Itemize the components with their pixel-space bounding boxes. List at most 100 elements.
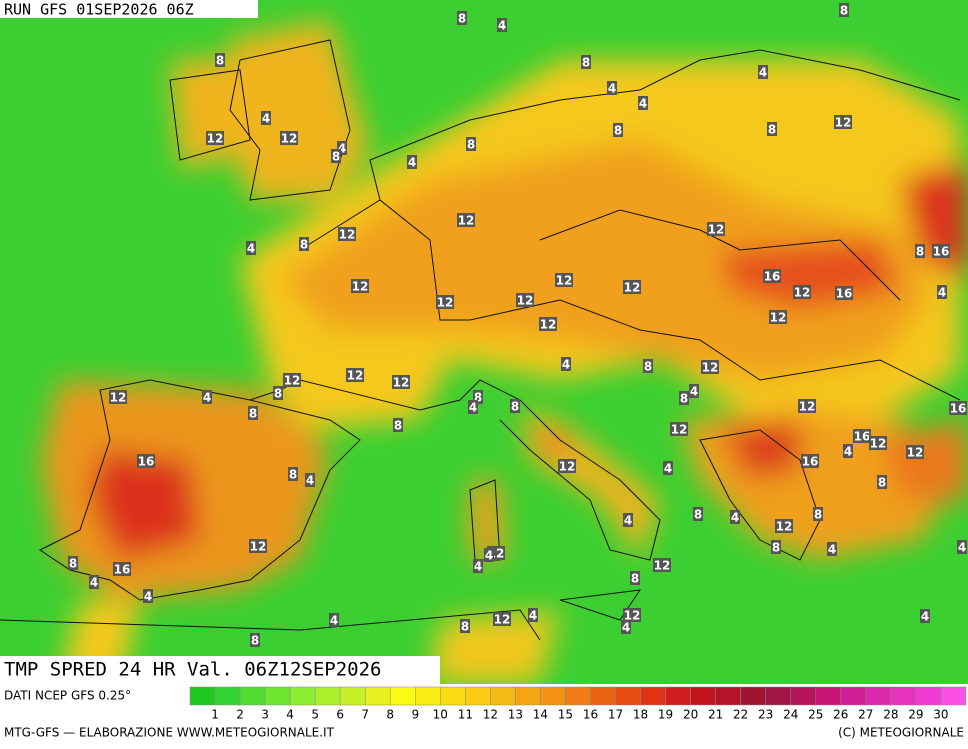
contour-label-box (329, 613, 339, 627)
scale-cell (339, 686, 366, 706)
contour-label-box (460, 619, 470, 633)
contour-label: 16 (836, 287, 853, 301)
contour-label: 12 (559, 460, 576, 474)
contour-label: 12 (870, 437, 887, 451)
contour-label: 8 (916, 245, 924, 259)
contour-label-box (920, 609, 930, 623)
contour-label-box (249, 539, 267, 553)
contour-label: 8 (644, 360, 652, 374)
scale-label: 27 (858, 708, 873, 722)
contour-label-box (407, 155, 417, 169)
header-box (0, 0, 258, 18)
contour-label-box (468, 400, 478, 414)
contour-label: 12 (770, 311, 787, 325)
contour-label-box (623, 608, 641, 622)
contour-label: 16 (764, 270, 781, 284)
contour-label-box (273, 386, 283, 400)
contour-label: 8 (772, 541, 780, 555)
contour-label-box (457, 11, 467, 25)
contour-label: 8 (69, 557, 77, 571)
contour-label: 16 (114, 563, 131, 577)
scale-cell (214, 686, 241, 706)
title-box (0, 656, 440, 684)
scale-cell (815, 686, 842, 706)
scale-label: 9 (411, 708, 419, 722)
contour-label: 4 (144, 590, 152, 604)
scale-cell (440, 686, 466, 706)
scale-label: 25 (808, 708, 823, 722)
contour-label-box (261, 111, 271, 125)
scale-label: 28 (883, 708, 898, 722)
contour-label: 12 (799, 400, 816, 414)
contour-label: 16 (802, 455, 819, 469)
scale-label: 5 (311, 708, 319, 722)
contour-label-box (793, 285, 811, 299)
scale-cell (940, 686, 967, 706)
contour-label-box (730, 510, 740, 524)
contour-label-box (89, 575, 99, 589)
scale-label: 7 (361, 708, 369, 722)
contour-label-box (623, 280, 641, 294)
contour-label: 16 (950, 402, 967, 416)
contour-label-box (436, 295, 454, 309)
scale-cell (915, 686, 942, 706)
contour-label: 12 (458, 214, 475, 228)
contour-label: 12 (540, 318, 557, 332)
contour-label: 8 (300, 238, 308, 252)
scale-cell (515, 686, 541, 706)
contour-label: 8 (467, 138, 475, 152)
contour-label-box (137, 454, 155, 468)
contour-label-box (839, 3, 849, 17)
contour-label: 4 (203, 391, 211, 405)
contour-label-box (558, 459, 576, 473)
contour-label-box (643, 359, 653, 373)
contour-label-box (202, 390, 212, 404)
contour-label-box (653, 558, 671, 572)
scale-label: 2 (236, 708, 244, 722)
contour-label-box (299, 237, 309, 251)
map-title: TMP SPRED 24 HR Val. 06Z12SEP2026 (4, 659, 382, 681)
contour-label: 8 (289, 468, 297, 482)
contour-label: 8 (458, 12, 466, 26)
contour-label-box (877, 475, 887, 489)
contour-label-box (392, 375, 410, 389)
contour-label-box (607, 81, 617, 95)
scale-cell (565, 686, 591, 706)
scale-cell (615, 686, 641, 706)
contour-label-box (693, 507, 703, 521)
contour-label-box (769, 310, 787, 324)
scale-cell (890, 686, 917, 706)
contour-label: 12 (708, 223, 725, 237)
contour-label: 4 (408, 156, 416, 170)
contour-label-box (248, 406, 258, 420)
scale-cell (590, 686, 616, 706)
contour-label: 4 (306, 474, 314, 488)
scale-label: 1 (211, 708, 219, 722)
contour-label: 4 (247, 242, 255, 256)
contour-label-box (638, 96, 648, 110)
contour-label: 12 (517, 294, 534, 308)
contour-label-box (466, 137, 476, 151)
contour-label: 16 (138, 455, 155, 469)
scale-cell (465, 686, 491, 706)
scale-cell (415, 686, 441, 706)
contour-label-box (813, 507, 823, 521)
contour-label: 12 (339, 228, 356, 242)
contour-label: 8 (461, 620, 469, 634)
contour-label: 8 (768, 123, 776, 137)
contour-label: 4 (330, 614, 338, 628)
contour-label: 12 (624, 609, 641, 623)
contour-label-box (539, 317, 557, 331)
scale-label: 4 (286, 708, 294, 722)
contour-label-box (250, 633, 260, 647)
contour-label-box (246, 241, 256, 255)
contour-label: 12 (207, 132, 224, 146)
contour-label: 4 (759, 66, 767, 80)
contour-label: 4 (469, 401, 477, 415)
scale-label: 24 (783, 708, 798, 722)
contour-label-box (835, 286, 853, 300)
contour-label: 8 (680, 392, 688, 406)
contour-label-box (834, 115, 852, 129)
contour-label: 12 (671, 423, 688, 437)
contour-label: 4 (938, 286, 946, 300)
